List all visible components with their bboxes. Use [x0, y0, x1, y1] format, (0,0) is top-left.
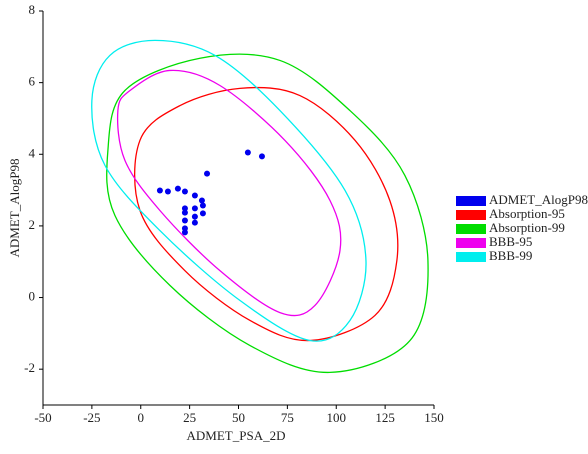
x-tick-label: 75 — [281, 410, 294, 425]
y-tick-label: 8 — [29, 2, 36, 17]
point — [191, 192, 198, 199]
point — [199, 202, 206, 209]
x-tick-label: 0 — [138, 410, 145, 425]
legend-swatch — [456, 238, 486, 248]
point — [191, 205, 198, 212]
point — [164, 188, 171, 195]
point — [204, 170, 211, 177]
point — [181, 229, 188, 236]
legend-label: Absorption-99 — [489, 220, 565, 235]
point — [156, 187, 163, 194]
x-tick-label: 150 — [424, 410, 444, 425]
legend-swatch — [456, 252, 486, 262]
y-tick-label: -2 — [24, 360, 35, 375]
ellipse — [116, 69, 342, 317]
legend-label: Absorption-95 — [489, 206, 565, 221]
legend-swatch — [456, 196, 486, 206]
point — [174, 185, 181, 192]
x-tick-label: 100 — [327, 410, 347, 425]
legend-label: BBB-95 — [489, 234, 532, 249]
x-tick-label: -25 — [83, 410, 100, 425]
point — [181, 205, 188, 212]
point — [181, 188, 188, 195]
legend-swatch — [456, 224, 486, 234]
y-tick-label: 4 — [29, 145, 36, 160]
ellipse — [91, 39, 367, 342]
point — [191, 219, 198, 226]
x-tick-label: -50 — [34, 410, 51, 425]
ellipse — [106, 53, 429, 374]
point — [199, 210, 206, 217]
y-tick-label: 2 — [29, 217, 36, 232]
y-axis-label: ADMET_AlogP98 — [7, 159, 22, 258]
point — [244, 149, 251, 156]
legend-label: ADMET_AlogP98 — [489, 192, 588, 207]
x-tick-label: 25 — [183, 410, 196, 425]
point — [198, 197, 205, 204]
point — [181, 209, 188, 216]
x-tick-label: 125 — [375, 410, 395, 425]
point — [258, 153, 265, 160]
y-tick-label: 6 — [29, 74, 36, 89]
legend-label: BBB-99 — [489, 248, 532, 263]
y-tick-label: 0 — [29, 289, 36, 304]
x-tick-label: 50 — [232, 410, 245, 425]
legend-swatch — [456, 210, 486, 220]
x-axis-label: ADMET_PSA_2D — [187, 428, 286, 443]
point — [191, 213, 198, 220]
point — [181, 217, 188, 224]
